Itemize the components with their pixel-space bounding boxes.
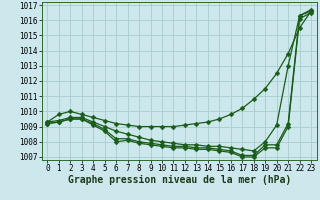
X-axis label: Graphe pression niveau de la mer (hPa): Graphe pression niveau de la mer (hPa) (68, 175, 291, 185)
